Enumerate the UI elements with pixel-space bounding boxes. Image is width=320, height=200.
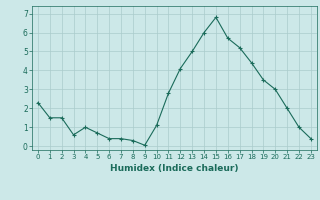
X-axis label: Humidex (Indice chaleur): Humidex (Indice chaleur)	[110, 164, 239, 173]
